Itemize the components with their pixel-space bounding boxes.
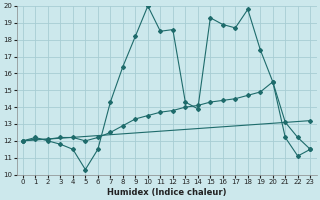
X-axis label: Humidex (Indice chaleur): Humidex (Indice chaleur) <box>107 188 226 197</box>
